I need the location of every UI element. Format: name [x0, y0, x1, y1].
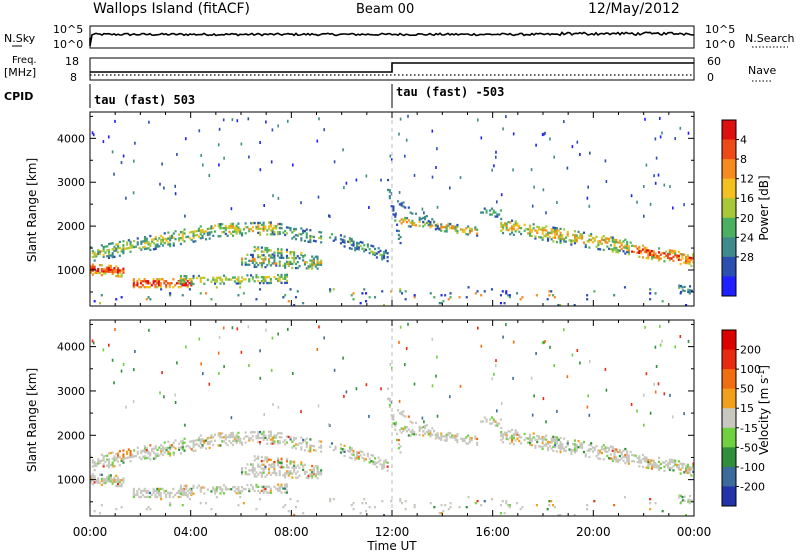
x-tick-label: 12:00: [375, 525, 410, 539]
nsky-label: N.Sky: [4, 32, 36, 45]
colorbar-tick-label: 4: [740, 134, 747, 147]
velocity-colorbar: 200 100 50 15 -15 -50 -100 -200: [721, 329, 765, 507]
colorbar-tick-label: 200: [740, 344, 761, 357]
freq-panel: Freq. [MHz] 18 8 60 0 Nave: [4, 55, 776, 84]
x-tick-label: 20:00: [576, 525, 611, 539]
noise-tick-bottom-left: 10^0: [53, 38, 83, 51]
noise-tick-bottom-right: 10^0: [705, 38, 735, 51]
y-tick-label: 2000: [57, 220, 85, 233]
freq-tick-top: 18: [65, 55, 79, 68]
colorbar-tick-label: -15: [740, 422, 758, 435]
noise-tick-top-right: 10^5: [705, 23, 735, 36]
freq-label: Freq.: [12, 55, 37, 66]
nsearch-label: N.Search: [745, 32, 795, 45]
velocity-scatter: [90, 322, 695, 517]
power-colorbar-label: Power [dB]: [757, 175, 771, 240]
noise-tick-top-left: 10^5: [53, 23, 83, 36]
plot-title: Wallops Island (fitACF): [93, 1, 250, 17]
nave-label: Nave: [748, 64, 776, 77]
power-colorbar: 4 8 12 16 20 24 28: [721, 119, 754, 297]
x-axis-label: Time UT: [366, 539, 417, 553]
cpid-segment-2: tau (fast) -503: [396, 85, 504, 99]
date-label: 12/May/2012: [588, 1, 680, 17]
colorbar-tick-label: 50: [740, 383, 754, 396]
y-tick-label: 4000: [57, 132, 85, 145]
velocity-colorbar-label: Velocity [m s-1]: [757, 365, 771, 455]
cpid-label: CPID: [4, 90, 33, 103]
y-tick-label: 3000: [57, 176, 85, 189]
colorbar-tick-label: 24: [740, 231, 754, 244]
freq-unit-label: [MHz]: [4, 66, 36, 79]
y-tick-label: 1000: [57, 474, 85, 487]
power-panel: 1000 2000 3000 4000 Slant Range [km] 4 8 12 16…: [25, 111, 771, 307]
colorbar-tick-label: -50: [740, 441, 758, 454]
nave-tick-bottom: 0: [707, 71, 714, 84]
velocity-panel: 1000 2000 3000 4000 Slant Range [km] 200 100…: [25, 319, 771, 517]
y-tick-label: 2000: [57, 429, 85, 442]
velocity-ylabel: Slant Range [km]: [25, 368, 39, 472]
colorbar-tick-label: 20: [740, 212, 754, 225]
time-axis-labels: 00:00 04:00 08:00 12:00 16:00 20:00 00:00: [73, 525, 712, 539]
x-tick-label: 04:00: [173, 525, 208, 539]
x-tick-label: 00:00: [73, 525, 108, 539]
power-scatter: [90, 114, 695, 307]
noise-panel: N.Sky 10^5 10^0 10^5 10^0 N.Search: [4, 23, 795, 51]
x-tick-label: 16:00: [475, 525, 510, 539]
colorbar-tick-label: 28: [740, 251, 754, 264]
nave-tick-top: 60: [707, 55, 721, 68]
y-tick-label: 4000: [57, 341, 85, 354]
colorbar-tick-label: 8: [740, 153, 747, 166]
y-tick-label: 1000: [57, 264, 85, 277]
colorbar-tick-label: -200: [740, 480, 765, 493]
cpid-segment-1: tau (fast) 503: [94, 93, 195, 107]
colorbar-tick-label: 100: [740, 363, 761, 376]
x-tick-label: 08:00: [274, 525, 309, 539]
power-ylabel: Slant Range [km]: [25, 158, 39, 262]
colorbar-tick-label: 16: [740, 192, 754, 205]
noise-trace: [89, 31, 695, 47]
y-tick-label: 3000: [57, 385, 85, 398]
colorbar-tick-label: 15: [740, 402, 754, 415]
x-tick-label: 00:00: [677, 525, 712, 539]
freq-tick-bottom: 8: [70, 71, 77, 84]
cpid-row: CPID tau (fast) 503 tau (fast) -503: [4, 84, 504, 108]
freq-trace: [90, 62, 694, 73]
colorbar-tick-label: -100: [740, 461, 765, 474]
beam-label: Beam 00: [356, 2, 414, 17]
colorbar-tick-label: 12: [740, 173, 754, 186]
